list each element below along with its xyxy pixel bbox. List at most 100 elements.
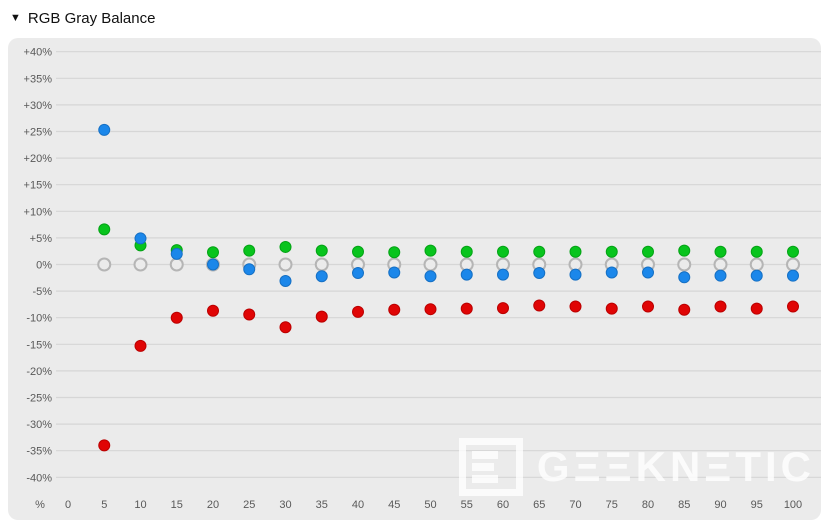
- data-point-green: [569, 245, 582, 258]
- data-point-green: [279, 240, 292, 253]
- x-tick-label: 85: [678, 499, 690, 511]
- data-point-red: [170, 311, 183, 324]
- data-point-reference: [677, 257, 692, 272]
- data-point-reference: [97, 257, 112, 272]
- section-header-rgb-gray-balance[interactable]: ▼ RGB Gray Balance: [10, 10, 155, 27]
- x-tick-label: 80: [642, 499, 654, 511]
- data-point-reference: [314, 257, 329, 272]
- x-tick-label: 0: [65, 499, 71, 511]
- data-point-blue: [605, 266, 618, 279]
- data-point-green: [98, 223, 111, 236]
- data-point-reference: [749, 257, 764, 272]
- y-tick-label: +10%: [24, 206, 53, 218]
- y-tick-label: -25%: [26, 393, 52, 405]
- data-point-green: [207, 246, 219, 259]
- rgb-gray-balance-chart: +40% +35% +30% +25% +20% +15% +10% +5% 0% -5% -10%…: [24, 47, 821, 511]
- x-axis-unit-label: %: [35, 499, 45, 511]
- data-point-green: [787, 245, 799, 258]
- x-tick-label: 5: [101, 499, 107, 511]
- y-tick-label: +20%: [24, 153, 53, 165]
- data-point-red: [134, 339, 147, 352]
- data-point-green: [352, 245, 364, 258]
- data-point-blue: [750, 269, 763, 282]
- y-tick-label: -20%: [26, 366, 52, 378]
- data-point-blue: [569, 268, 582, 281]
- data-point-reference: [713, 257, 728, 272]
- data-point-blue: [642, 266, 654, 279]
- data-point-red: [98, 439, 111, 452]
- data-point-red: [497, 302, 509, 315]
- data-point-reference: [423, 257, 438, 272]
- y-tick-label: +30%: [24, 100, 53, 112]
- data-point-blue: [170, 247, 183, 260]
- data-point-green: [424, 244, 437, 257]
- y-tick-label: +40%: [24, 47, 53, 59]
- x-tick-label: 90: [714, 499, 726, 511]
- x-tick-label: 70: [569, 499, 581, 511]
- collapse-triangle-icon[interactable]: ▼: [10, 12, 21, 24]
- y-tick-label: -35%: [26, 446, 52, 458]
- data-point-blue: [460, 268, 473, 281]
- data-point-green: [750, 245, 763, 258]
- data-point-reference: [169, 257, 184, 272]
- chart-panel: +40% +35% +30% +25% +20% +15% +10% +5% 0% -5% -10%…: [8, 38, 821, 520]
- x-tick-label: 15: [171, 499, 183, 511]
- data-point-reference: [133, 257, 148, 272]
- x-tick-label: 100: [784, 499, 802, 511]
- data-point-red: [787, 300, 799, 313]
- data-point-red: [424, 303, 437, 316]
- y-tick-label: -10%: [26, 313, 52, 325]
- x-tick-label: 50: [424, 499, 436, 511]
- data-point-blue: [424, 270, 437, 283]
- data-point-green: [497, 245, 509, 258]
- x-tick-label: 10: [134, 499, 146, 511]
- data-point-red: [605, 302, 618, 315]
- y-tick-label: -5%: [32, 286, 52, 298]
- data-point-reference: [786, 257, 800, 272]
- y-tick-label: -40%: [26, 472, 52, 484]
- data-point-blue: [243, 263, 256, 276]
- page-title: RGB Gray Balance: [27, 10, 156, 27]
- y-tick-label: -15%: [26, 339, 52, 351]
- y-tick-label: +5%: [30, 233, 53, 245]
- data-point-green: [533, 245, 546, 258]
- x-tick-label: 60: [497, 499, 509, 511]
- data-point-blue: [388, 266, 401, 279]
- x-tick-label: 25: [243, 499, 255, 511]
- y-tick-label: 0%: [36, 260, 52, 272]
- data-point-green: [315, 244, 328, 257]
- x-tick-label: 40: [352, 499, 364, 511]
- data-point-green: [605, 245, 618, 258]
- x-tick-label: 95: [751, 499, 763, 511]
- x-tick-label: 35: [316, 499, 328, 511]
- x-tick-label: 65: [533, 499, 545, 511]
- y-tick-label: +35%: [24, 73, 53, 85]
- data-point-blue: [279, 274, 292, 287]
- data-point-red: [569, 300, 582, 313]
- data-point-green: [388, 246, 401, 259]
- x-tick-label: 45: [388, 499, 400, 511]
- data-point-red: [279, 321, 292, 334]
- data-point-red: [315, 310, 328, 323]
- data-point-red: [642, 300, 654, 313]
- data-point-blue: [134, 232, 147, 245]
- data-point-reference: [278, 257, 293, 272]
- data-point-red: [207, 304, 219, 317]
- data-point-blue: [315, 270, 328, 283]
- y-tick-label: +15%: [24, 180, 53, 192]
- data-point-red: [750, 302, 763, 315]
- data-point-red: [460, 302, 473, 315]
- y-tick-label: +25%: [24, 127, 53, 139]
- x-tick-label: 75: [606, 499, 618, 511]
- data-point-red: [678, 303, 691, 316]
- data-point-blue: [787, 269, 799, 282]
- data-point-red: [388, 303, 401, 316]
- data-point-green: [642, 245, 654, 258]
- data-point-red: [533, 299, 546, 312]
- y-tick-label: -30%: [26, 419, 52, 431]
- x-tick-label: 55: [461, 499, 473, 511]
- x-tick-label: 30: [279, 499, 291, 511]
- data-point-blue: [352, 267, 364, 280]
- x-tick-label: 20: [207, 499, 219, 511]
